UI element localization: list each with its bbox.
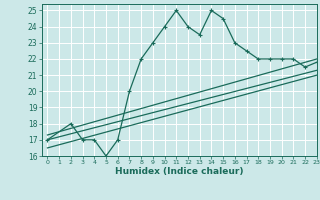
X-axis label: Humidex (Indice chaleur): Humidex (Indice chaleur) (115, 167, 244, 176)
